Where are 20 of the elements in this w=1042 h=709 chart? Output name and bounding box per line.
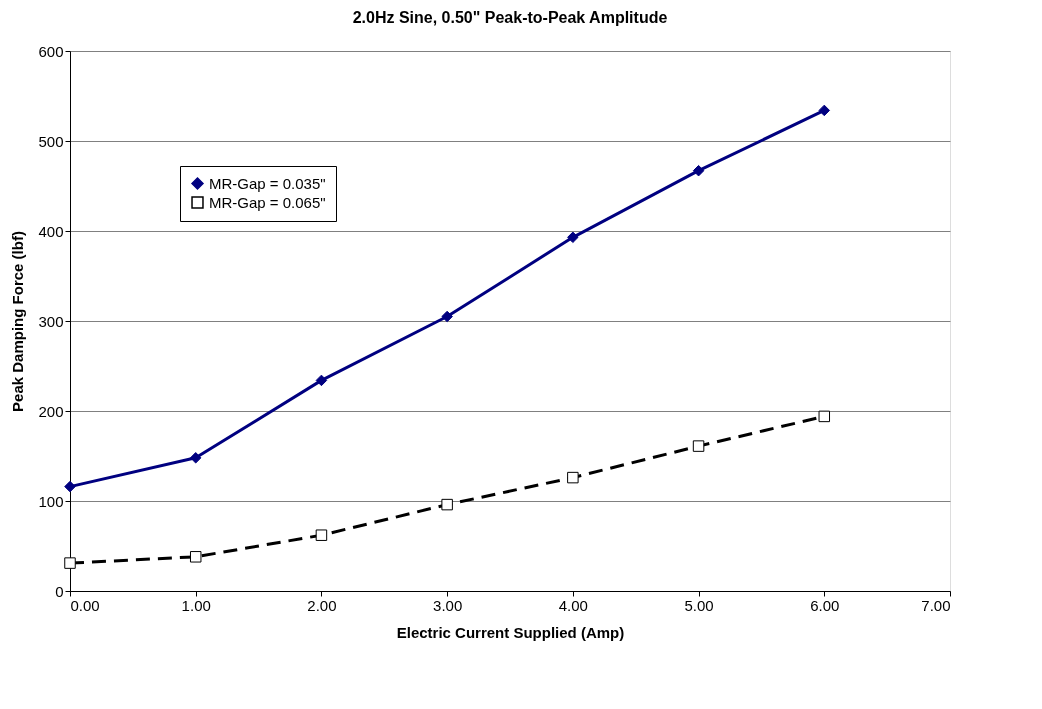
x-tick-label: 3.00 xyxy=(433,596,463,614)
y-tick-label: 500 xyxy=(38,132,64,150)
y-tick-label: 100 xyxy=(38,492,64,510)
x-tick-label: 5.00 xyxy=(684,596,714,614)
x-tick-label: 0.00 xyxy=(70,596,100,614)
x-tick-label: 2.00 xyxy=(307,596,337,614)
legend-label: MR-Gap = 0.065" xyxy=(209,193,326,211)
x-tick-label: 1.00 xyxy=(181,596,211,614)
x-axis-title: Electric Current Supplied (Amp) xyxy=(396,623,625,641)
chart-title: 2.0Hz Sine, 0.50" Peak-to-Peak Amplitude xyxy=(352,9,668,26)
y-tick-label: 0 xyxy=(55,582,64,600)
legend-label: MR-Gap = 0.035" xyxy=(209,174,326,192)
x-tick-label: 7.00 xyxy=(921,596,951,614)
y-tick-label: 300 xyxy=(38,312,64,330)
y-axis-title: Peak Damping Force (lbf) xyxy=(9,231,27,412)
x-tick-label: 6.00 xyxy=(810,596,840,614)
y-tick-label: 600 xyxy=(38,42,64,60)
x-tick-label: 4.00 xyxy=(558,596,588,614)
y-tick-label: 200 xyxy=(38,402,64,420)
y-tick-label: 400 xyxy=(38,222,64,240)
